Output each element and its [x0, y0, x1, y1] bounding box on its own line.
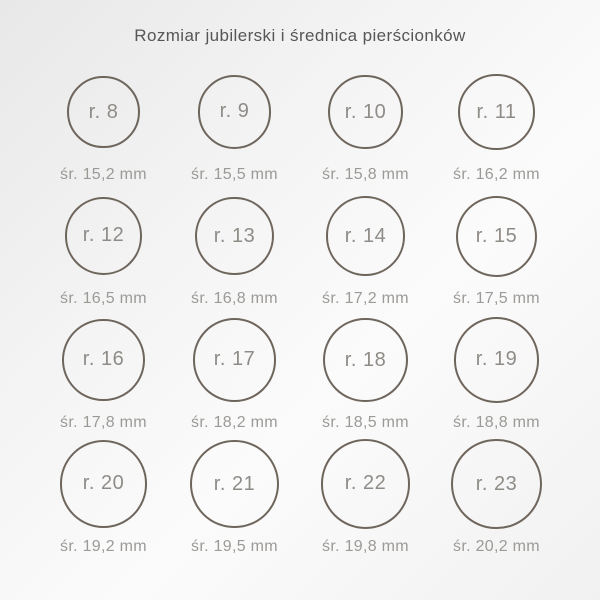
ring-diameter-label: śr. 16,2 mm — [453, 166, 540, 183]
page-title: Rozmiar jubilerski i średnica pierścionk… — [134, 26, 466, 45]
ring-size-item: r. 8 śr. 15,2 mm — [38, 62, 169, 186]
ring-circle-slot: r. 20 — [59, 436, 148, 532]
ring-circle: r. 18 — [323, 317, 408, 403]
ring-size-item: r. 13 śr. 16,8 mm — [169, 186, 300, 310]
ring-circle: r. 8 — [67, 75, 140, 149]
ring-size-item: r. 16 śr. 17,8 mm — [38, 310, 169, 434]
ring-circle-slot: r. 15 — [456, 188, 537, 284]
ring-circle-slot: r. 11 — [458, 64, 535, 160]
ring-circle: r. 11 — [458, 73, 535, 151]
ring-diameter-label: śr. 15,2 mm — [60, 166, 147, 183]
ring-diameter-label: śr. 19,5 mm — [191, 538, 278, 555]
ring-size-item: r. 20 śr. 19,2 mm — [38, 434, 169, 558]
ring-size-label: r. 15 — [475, 224, 518, 247]
ring-grid: r. 8 śr. 15,2 mm r. 9 śr. 15,5 mm r. 10 … — [38, 62, 562, 558]
ring-size-label: r. 17 — [213, 348, 256, 371]
ring-circle: r. 20 — [59, 440, 148, 528]
ring-size-label: r. 13 — [213, 224, 256, 247]
ring-circle-slot: r. 17 — [192, 312, 277, 408]
ring-size-label: r. 23 — [475, 472, 518, 495]
ring-circle: r. 12 — [64, 197, 143, 275]
ring-diameter-label: śr. 18,2 mm — [191, 414, 278, 431]
ring-size-item: r. 19 śr. 18,8 mm — [431, 310, 562, 434]
ring-diameter-label: śr. 15,8 mm — [322, 166, 409, 183]
ring-circle-slot: r. 18 — [323, 312, 408, 408]
ring-circle: r. 15 — [456, 195, 537, 277]
ring-circle: r. 10 — [328, 74, 403, 150]
ring-size-item: r. 12 śr. 16,5 mm — [38, 186, 169, 310]
ring-diameter-label: śr. 15,5 mm — [191, 166, 278, 183]
ring-diameter-label: śr. 19,8 mm — [322, 538, 409, 555]
ring-circle: r. 16 — [62, 318, 145, 402]
ring-size-label: r. 16 — [82, 348, 125, 371]
ring-circle-slot: r. 23 — [451, 436, 542, 532]
ring-size-label: r. 11 — [476, 100, 517, 123]
ring-size-item: r. 23 śr. 20,2 mm — [431, 434, 562, 558]
ring-diameter-label: śr. 19,2 mm — [60, 538, 147, 555]
ring-circle-slot: r. 16 — [62, 312, 145, 408]
ring-size-item: r. 18 śr. 18,5 mm — [300, 310, 431, 434]
ring-size-item: r. 15 śr. 17,5 mm — [431, 186, 562, 310]
ring-circle: r. 17 — [192, 318, 277, 402]
ring-size-label: r. 8 — [88, 100, 119, 123]
ring-circle: r. 13 — [195, 196, 274, 276]
ring-circle: r. 23 — [451, 438, 542, 530]
ring-diameter-label: śr. 16,8 mm — [191, 290, 278, 307]
ring-size-label: r. 14 — [344, 224, 387, 247]
ring-circle-slot: r. 9 — [197, 64, 272, 160]
ring-size-label: r. 22 — [344, 472, 387, 495]
ring-diameter-label: śr. 17,2 mm — [322, 290, 409, 307]
ring-circle-slot: r. 13 — [195, 188, 274, 284]
ring-circle: r. 9 — [197, 75, 272, 149]
ring-size-label: r. 21 — [213, 472, 256, 495]
ring-size-item: r. 17 śr. 18,2 mm — [169, 310, 300, 434]
ring-diameter-label: śr. 17,5 mm — [453, 290, 540, 307]
ring-circle-slot: r. 12 — [64, 188, 143, 284]
ring-circle: r. 21 — [190, 439, 279, 529]
ring-diameter-label: śr. 20,2 mm — [453, 538, 540, 555]
ring-diameter-label: śr. 16,5 mm — [60, 290, 147, 307]
ring-size-item: r. 14 śr. 17,2 mm — [300, 186, 431, 310]
ring-circle-slot: r. 8 — [67, 64, 140, 160]
ring-diameter-label: śr. 18,5 mm — [322, 414, 409, 431]
ring-size-label: r. 20 — [82, 472, 125, 495]
ring-circle-slot: r. 22 — [320, 436, 411, 532]
ring-circle: r. 14 — [325, 196, 406, 276]
ring-size-label: r. 12 — [82, 224, 125, 247]
ring-size-label: r. 9 — [219, 100, 250, 123]
ring-circle: r. 19 — [453, 317, 540, 403]
ring-diameter-label: śr. 18,8 mm — [453, 414, 540, 431]
ring-circle-slot: r. 14 — [325, 188, 406, 284]
ring-size-item: r. 9 śr. 15,5 mm — [169, 62, 300, 186]
ring-size-item: r. 11 śr. 16,2 mm — [431, 62, 562, 186]
ring-size-item: r. 10 śr. 15,8 mm — [300, 62, 431, 186]
ring-size-item: r. 22 śr. 19,8 mm — [300, 434, 431, 558]
ring-size-label: r. 19 — [475, 348, 518, 371]
ring-size-item: r. 21 śr. 19,5 mm — [169, 434, 300, 558]
ring-circle-slot: r. 10 — [328, 64, 403, 160]
ring-circle: r. 22 — [320, 439, 411, 529]
ring-circle-slot: r. 21 — [190, 436, 279, 532]
ring-circle-slot: r. 19 — [453, 312, 540, 408]
ring-size-label: r. 18 — [344, 348, 387, 371]
ring-diameter-label: śr. 17,8 mm — [60, 414, 147, 431]
ring-size-label: r. 10 — [344, 100, 387, 123]
